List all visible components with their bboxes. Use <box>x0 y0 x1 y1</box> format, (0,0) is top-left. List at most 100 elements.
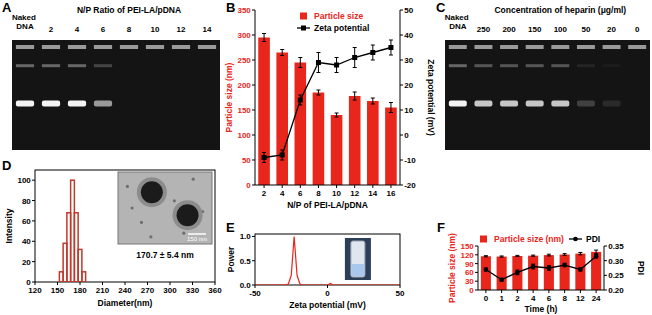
bar <box>82 272 86 282</box>
legend-label: Particle size <box>314 11 363 21</box>
axis-label: N/P of PEI-LA/pDNA <box>287 200 368 210</box>
annotation: 170.7 ± 5.4 nm <box>136 250 194 260</box>
error-bar <box>563 263 567 267</box>
band <box>449 64 467 67</box>
error-bar <box>316 53 320 73</box>
legend-swatch <box>480 236 487 243</box>
tick <box>318 185 319 188</box>
bar <box>544 255 554 290</box>
axis-label: Time (h) <box>525 304 558 314</box>
legend-swatch <box>300 13 307 20</box>
tick <box>372 185 373 188</box>
error-bar <box>484 256 488 257</box>
band <box>120 64 138 67</box>
tick-label: 2 <box>515 294 520 303</box>
tick-label: 0 <box>246 181 251 190</box>
error-bar <box>531 264 535 269</box>
tick <box>604 275 607 276</box>
scale-bar-label: 150 nm <box>187 236 207 242</box>
lane-label-line: DNA <box>449 22 467 31</box>
band <box>474 64 492 67</box>
bar <box>313 93 325 186</box>
tick <box>400 135 403 136</box>
plot-area <box>255 236 400 285</box>
tick-label: 0 <box>26 278 31 287</box>
background <box>0 0 652 315</box>
tick-label: 50 <box>396 289 405 298</box>
tick <box>564 290 565 293</box>
bar <box>528 256 538 290</box>
tick <box>192 282 193 285</box>
lane-label: 250 <box>477 25 491 34</box>
error-bar <box>500 256 504 257</box>
band <box>94 101 112 107</box>
tick <box>354 185 355 188</box>
bar <box>295 63 307 186</box>
tick <box>336 185 337 188</box>
marker <box>262 155 267 160</box>
tick-label: 350 <box>237 6 251 15</box>
panel-letter: F <box>437 220 445 235</box>
tick-label: 330 <box>186 286 200 295</box>
band <box>16 64 34 67</box>
marker <box>499 277 504 282</box>
tem-speck <box>140 221 143 224</box>
frame <box>35 170 215 282</box>
band <box>68 64 86 67</box>
tick <box>300 185 301 188</box>
error-bar <box>262 34 266 42</box>
lane-label: 8 <box>127 25 132 34</box>
tick <box>475 254 478 255</box>
bar <box>276 53 288 186</box>
axis-label: Particle size (nm) <box>224 62 234 132</box>
error-bar <box>531 255 535 256</box>
tick <box>400 185 403 186</box>
error-bar <box>316 90 320 95</box>
tick-label: 4 <box>280 189 285 198</box>
figure: A N/P Ratio of PEI-LA/pDNA Naked DNA 2 4 6 8 10… <box>0 0 652 315</box>
tick <box>400 160 403 161</box>
bar <box>258 38 270 186</box>
error-bar <box>335 58 339 73</box>
tick <box>517 290 518 293</box>
title: N/P Ratio of PEI-LA/pDNA <box>77 5 181 15</box>
error-bar <box>515 270 519 275</box>
vial <box>351 241 365 277</box>
lane-label: 200 <box>502 25 516 34</box>
lane-label: Naked DNA <box>445 13 471 31</box>
marker <box>298 98 303 103</box>
frame <box>255 234 400 285</box>
tick-label: 0 <box>404 131 409 140</box>
axis-label: Zeta potential (mV) <box>289 300 366 310</box>
tick <box>390 185 391 188</box>
panel-letter: A <box>2 0 12 15</box>
lane-label: 6 <box>101 25 106 34</box>
error-bar <box>515 255 519 256</box>
tick-label: 50 <box>242 156 251 165</box>
error-bar <box>563 254 567 256</box>
tick <box>604 260 607 261</box>
axis-label: Zeta potential (mV) <box>426 59 436 136</box>
error-bar <box>389 103 393 113</box>
tick-label: 0 <box>484 294 489 303</box>
band <box>449 101 467 107</box>
tick-label: 100 <box>237 131 251 140</box>
error-bar <box>578 268 582 271</box>
well <box>577 45 595 49</box>
bar <box>591 252 601 290</box>
lane-label-line: Naked <box>445 13 471 22</box>
tick <box>475 272 478 273</box>
error-bar <box>371 45 375 60</box>
tick-label: 200 <box>237 81 251 90</box>
tick <box>252 35 255 36</box>
tick-label: 1.0 <box>240 232 252 241</box>
band <box>526 64 544 67</box>
tick <box>147 282 148 285</box>
axis <box>255 185 400 186</box>
tick-label: 6 <box>298 189 303 198</box>
error-bar <box>298 95 302 105</box>
lane-label: 14 <box>203 25 212 34</box>
error-bar <box>594 255 598 259</box>
lane-label-line: DNA <box>16 22 34 31</box>
tick <box>252 185 255 186</box>
